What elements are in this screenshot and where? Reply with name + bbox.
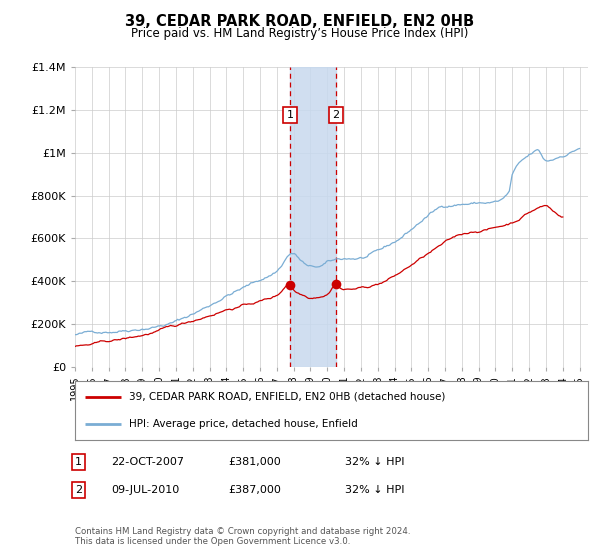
- Text: Contains HM Land Registry data © Crown copyright and database right 2024.
This d: Contains HM Land Registry data © Crown c…: [75, 526, 410, 546]
- Text: 32% ↓ HPI: 32% ↓ HPI: [345, 485, 404, 495]
- Text: HPI: Average price, detached house, Enfield: HPI: Average price, detached house, Enfi…: [129, 419, 358, 429]
- Text: 2: 2: [332, 110, 339, 120]
- Text: £381,000: £381,000: [228, 457, 281, 467]
- Text: 1: 1: [75, 457, 82, 467]
- Text: 09-JUL-2010: 09-JUL-2010: [111, 485, 179, 495]
- Text: 39, CEDAR PARK ROAD, ENFIELD, EN2 0HB (detached house): 39, CEDAR PARK ROAD, ENFIELD, EN2 0HB (d…: [129, 391, 445, 402]
- Text: 39, CEDAR PARK ROAD, ENFIELD, EN2 0HB: 39, CEDAR PARK ROAD, ENFIELD, EN2 0HB: [125, 14, 475, 29]
- Text: £387,000: £387,000: [228, 485, 281, 495]
- Text: 1: 1: [287, 110, 294, 120]
- Text: 2: 2: [75, 485, 82, 495]
- Bar: [290, 67, 336, 367]
- Text: 32% ↓ HPI: 32% ↓ HPI: [345, 457, 404, 467]
- Text: 22-OCT-2007: 22-OCT-2007: [111, 457, 184, 467]
- Text: Price paid vs. HM Land Registry’s House Price Index (HPI): Price paid vs. HM Land Registry’s House …: [131, 27, 469, 40]
